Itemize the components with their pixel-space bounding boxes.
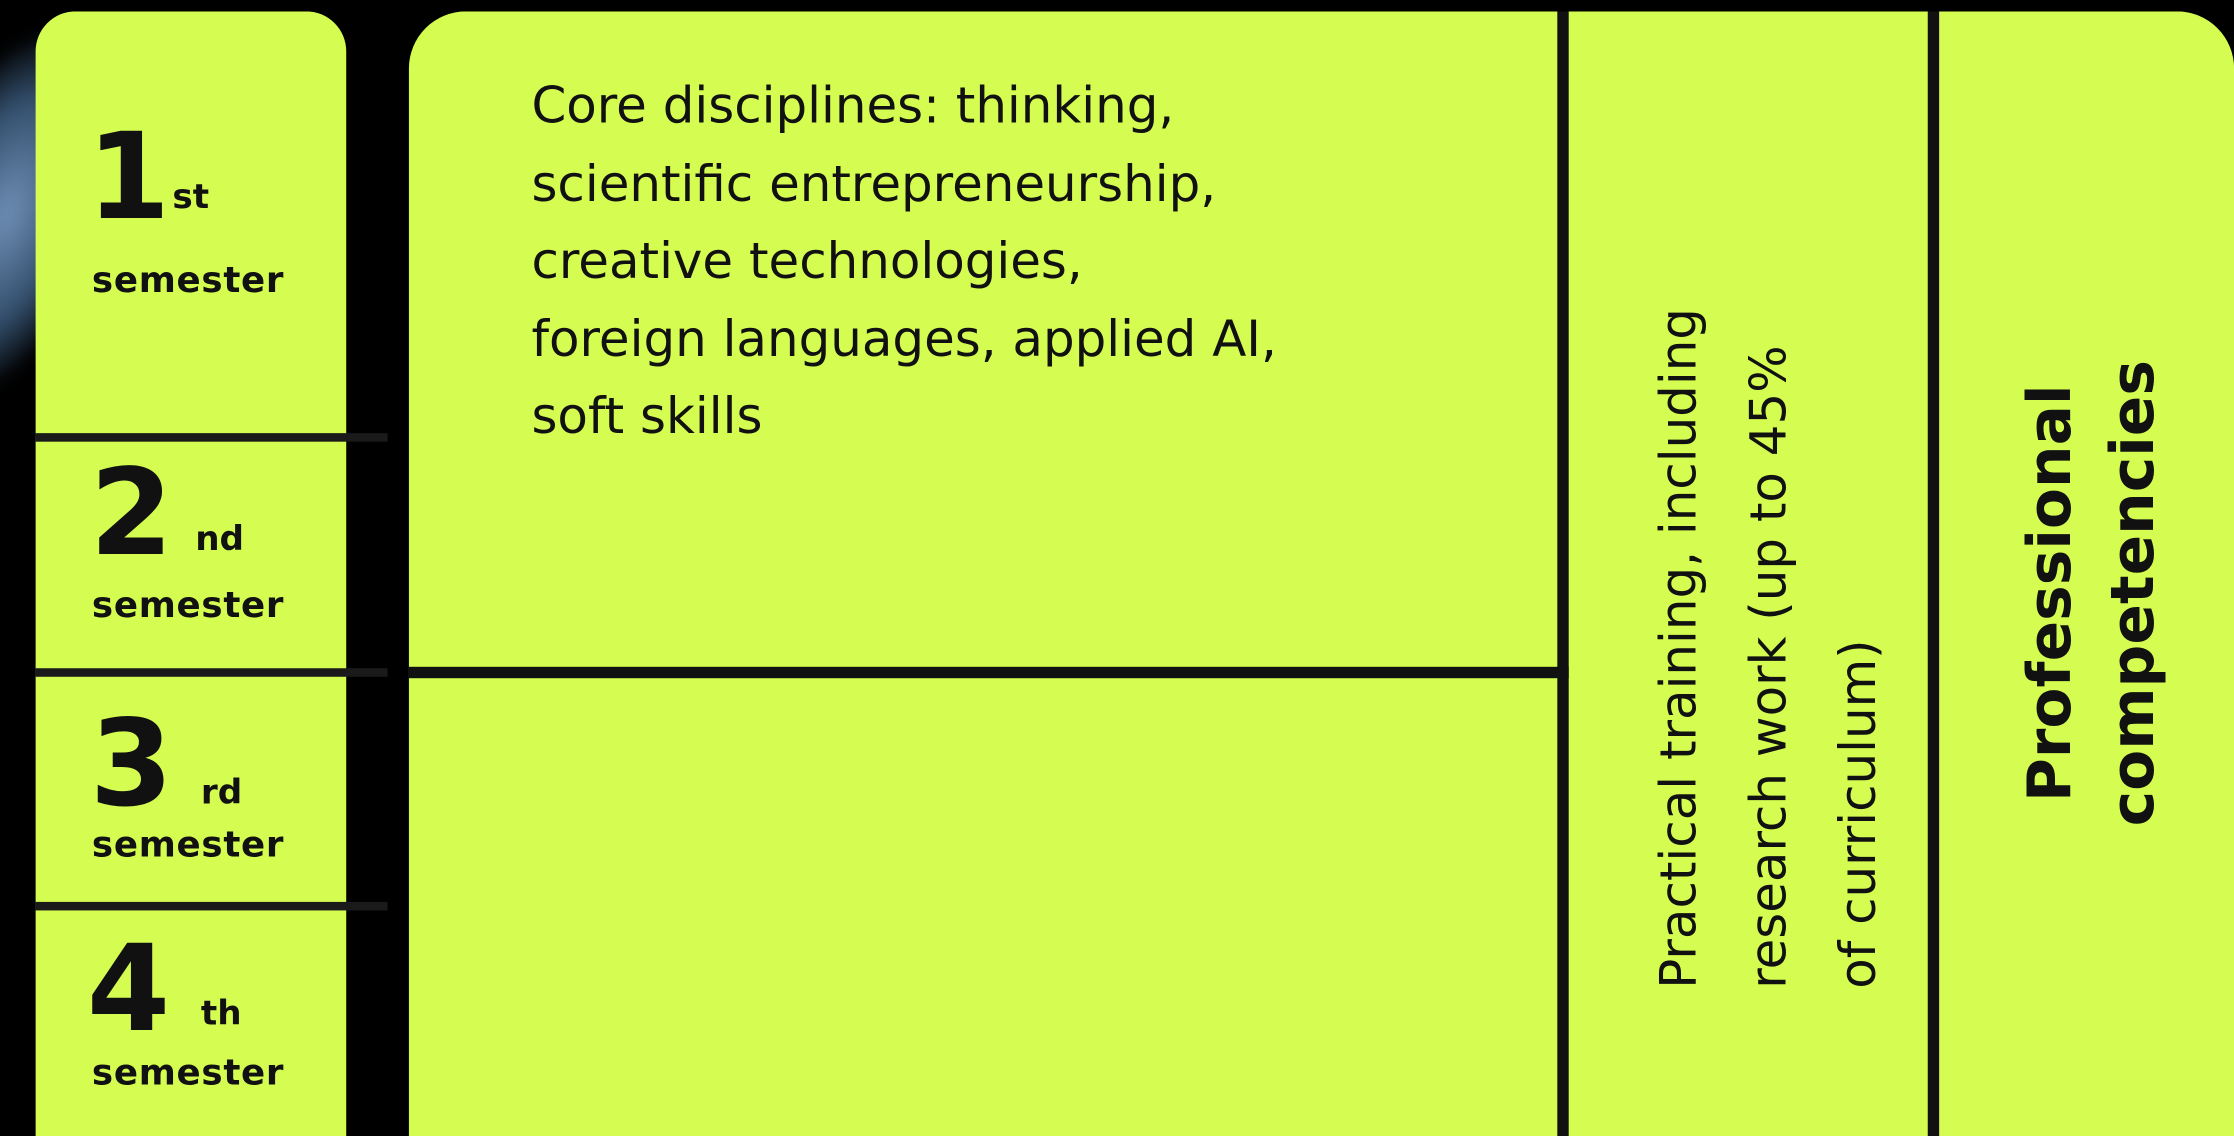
semester-number: 1 — [86, 106, 170, 247]
text-line: of curriculum) — [1830, 639, 1888, 989]
semester-suffix: rd — [200, 772, 243, 813]
semester-suffix: nd — [195, 518, 245, 559]
column-divider — [1557, 11, 1569, 1136]
text-line: research work (up to 45% — [1741, 345, 1799, 989]
semester-label: semester — [91, 584, 285, 626]
semester-number: 3 — [89, 693, 173, 834]
practical-training: Practical training, including research wo… — [1636, 308, 1905, 989]
text-line: soft skills — [531, 388, 763, 446]
text-line: competencies — [2097, 360, 2168, 827]
semester-number: 2 — [89, 443, 173, 583]
text-line: Core disciplines: thinking, — [531, 78, 1175, 136]
divider — [35, 901, 388, 911]
text-line: Professional — [2014, 384, 2085, 802]
semester-label: semester — [91, 1051, 285, 1093]
professional-competencies: Professional competencies — [2009, 360, 2174, 826]
semester-suffix: th — [200, 993, 242, 1033]
core-disciplines: Core disciplines: thinking, scientific en… — [531, 68, 1276, 456]
column-divider — [1927, 11, 1940, 1136]
semester-label: semester — [91, 259, 285, 301]
semester-label: semester — [91, 823, 285, 865]
text-line: creative technologies, — [531, 233, 1083, 291]
text-line: scientific entrepreneurship, — [531, 156, 1217, 214]
semester-suffix: st — [172, 176, 210, 217]
divider — [35, 668, 388, 677]
divider — [35, 433, 388, 442]
semester-number: 4 — [86, 918, 170, 1059]
text-line: Practical training, including — [1651, 308, 1709, 989]
row-divider — [408, 666, 1569, 679]
text-line: foreign languages, applied AI, — [531, 311, 1277, 369]
